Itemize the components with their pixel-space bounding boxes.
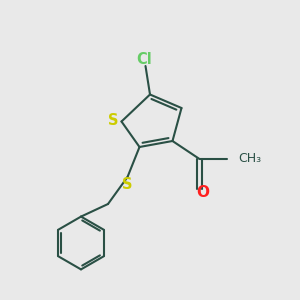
Text: CH₃: CH₃ <box>238 152 261 166</box>
Text: Cl: Cl <box>136 52 152 67</box>
Text: O: O <box>196 185 210 200</box>
Text: S: S <box>108 113 118 128</box>
Text: S: S <box>122 177 132 192</box>
